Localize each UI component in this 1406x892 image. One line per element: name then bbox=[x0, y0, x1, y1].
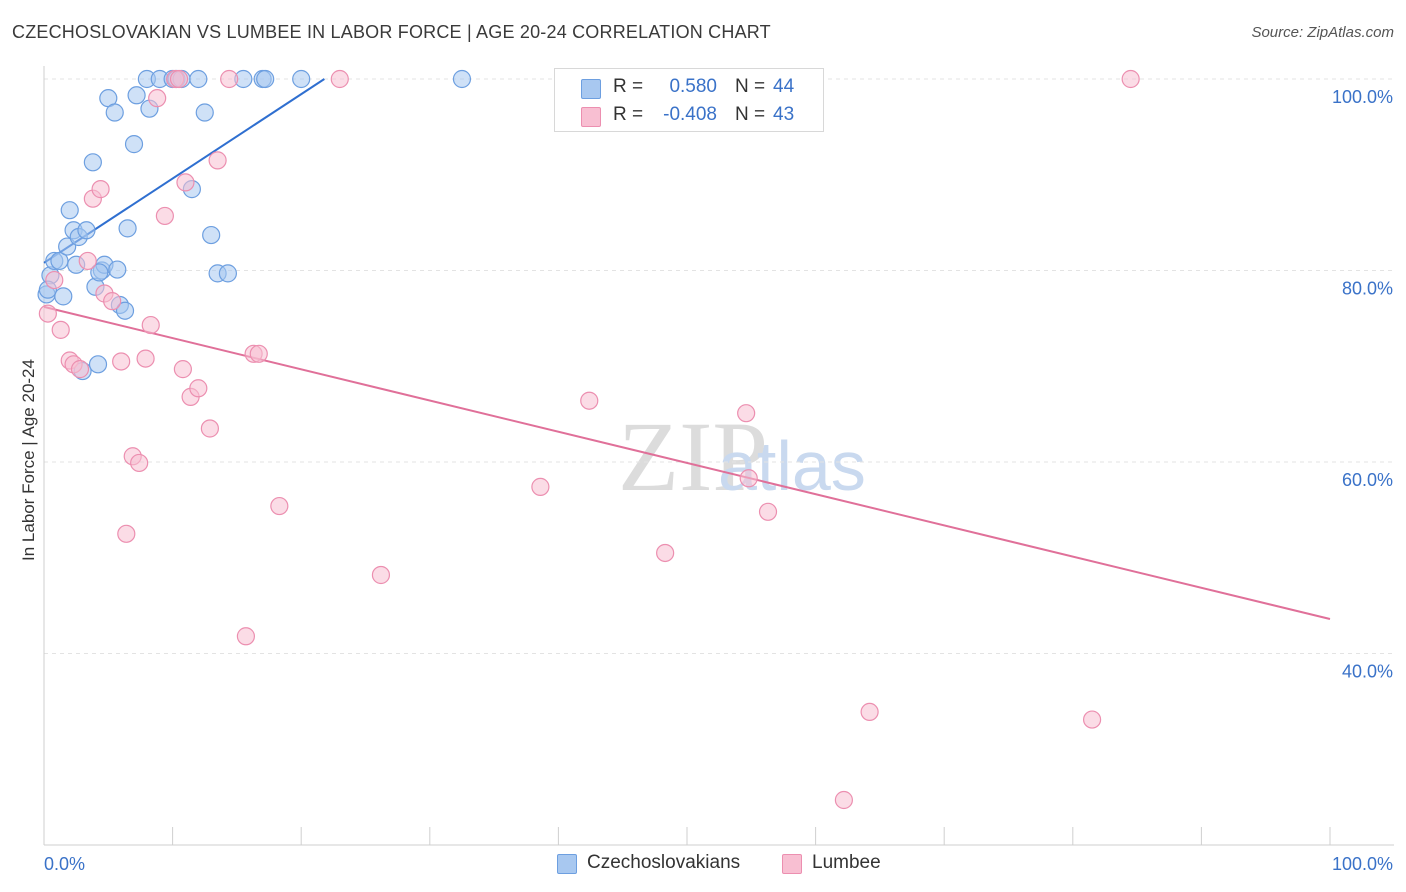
correlation-legend: R = 0.580 N = 44 R = -0.408 N = 43 bbox=[554, 68, 824, 132]
y-tick-label: 40.0% bbox=[1342, 662, 1393, 682]
czechoslovakian-point bbox=[90, 263, 109, 282]
czechoslovakian-point bbox=[108, 260, 127, 279]
lumbee-point bbox=[78, 251, 97, 271]
czechoslovakian-point bbox=[54, 287, 73, 306]
legend-swatch-blue bbox=[581, 79, 601, 99]
czechoslovakian-point bbox=[452, 69, 472, 89]
lumbee-point bbox=[1082, 710, 1102, 729]
lumbee-point bbox=[117, 524, 136, 543]
legend-n-label: N = bbox=[735, 76, 766, 97]
lumbee-point bbox=[169, 69, 189, 89]
legend-n-label: N = bbox=[735, 104, 766, 125]
chart-title: CZECHOSLOVAKIAN VS LUMBEE IN LABOR FORCE… bbox=[12, 22, 771, 42]
lumbee-point bbox=[739, 469, 758, 488]
lumbee-point bbox=[141, 315, 160, 335]
bottom-legend-label: Czechoslovakians bbox=[587, 852, 741, 873]
lumbee-point bbox=[656, 543, 675, 563]
lumbee-point bbox=[330, 69, 349, 89]
lumbee-point bbox=[91, 180, 110, 199]
lumbee-point bbox=[136, 349, 155, 368]
lumbee-trendline bbox=[43, 305, 1331, 621]
lumbee-point bbox=[148, 89, 167, 108]
y-tick-label: 100.0% bbox=[1332, 87, 1393, 107]
lumbee-point bbox=[371, 565, 391, 585]
lumbee-point bbox=[834, 790, 853, 810]
lumbee-point bbox=[1121, 69, 1140, 89]
czechoslovakian-point bbox=[202, 225, 221, 245]
czechoslovakian-point bbox=[127, 86, 146, 105]
czechoslovakian-point bbox=[115, 301, 135, 320]
legend-swatch-pink bbox=[581, 107, 601, 127]
czechoslovakian-point bbox=[124, 135, 144, 154]
bottom-legend-swatch-pink bbox=[782, 854, 802, 874]
y-tick-label: 60.0% bbox=[1342, 470, 1393, 490]
bottom-legend-swatch-blue bbox=[557, 854, 577, 874]
lumbee-point bbox=[38, 304, 57, 323]
lumbee-point bbox=[758, 502, 778, 521]
lumbee-point bbox=[51, 320, 70, 339]
source-credit: Source: ZipAtlas.com bbox=[1251, 24, 1394, 41]
lumbee-point bbox=[270, 496, 289, 516]
legend-row-czechoslovakians: R = 0.580 N = 44 bbox=[555, 73, 823, 101]
lumbee-point bbox=[112, 352, 131, 371]
lumbee-point bbox=[189, 379, 208, 398]
lumbee-point bbox=[531, 477, 550, 496]
czechoslovakian-point bbox=[105, 103, 124, 122]
lumbee-point bbox=[200, 419, 219, 438]
lumbee-point bbox=[860, 702, 879, 722]
czechoslovakian-point bbox=[218, 264, 237, 283]
lumbee-point bbox=[176, 173, 195, 192]
czechoslovakian-point bbox=[60, 201, 79, 220]
lumbee-point bbox=[208, 151, 227, 170]
x-tick-label: 100.0% bbox=[1332, 854, 1393, 874]
y-axis-label: In Labor Force | Age 20-24 bbox=[19, 359, 38, 561]
legend-r-label: R = bbox=[613, 76, 644, 97]
czechoslovakian-point bbox=[292, 69, 311, 89]
lumbee-point bbox=[580, 391, 599, 410]
bottom-legend-label: Lumbee bbox=[812, 852, 881, 873]
y-tick-label: 80.0% bbox=[1342, 279, 1393, 299]
x-tick-label: 0.0% bbox=[44, 854, 85, 874]
legend-r-value: -0.408 bbox=[663, 104, 717, 125]
lumbee-point bbox=[220, 69, 239, 89]
czechoslovakian-point bbox=[195, 103, 214, 122]
legend-r-label: R = bbox=[613, 104, 644, 125]
legend-row-lumbee: R = -0.408 N = 43 bbox=[555, 101, 823, 129]
legend-n-value: 44 bbox=[773, 76, 795, 97]
czechoslovakian-point bbox=[88, 355, 108, 374]
lumbee-point bbox=[70, 360, 90, 379]
czechoslovakian-point bbox=[83, 153, 102, 172]
legend-r-value: 0.580 bbox=[669, 76, 717, 97]
lumbee-point bbox=[173, 360, 192, 379]
czechoslovakian-point bbox=[77, 221, 96, 240]
czechoslovakian-point bbox=[189, 69, 208, 89]
legend-n-value: 43 bbox=[773, 104, 795, 125]
lumbee-point bbox=[737, 404, 756, 423]
lumbee-point bbox=[155, 206, 174, 226]
lumbee-point bbox=[236, 627, 256, 646]
czechoslovakian-point bbox=[118, 219, 137, 238]
lumbee-point bbox=[249, 344, 268, 363]
lumbee-point bbox=[130, 453, 149, 473]
lumbee-point bbox=[45, 270, 64, 290]
lumbee-point bbox=[103, 292, 122, 311]
watermark-atlas: atlas bbox=[718, 427, 866, 505]
czechoslovakian-point bbox=[256, 69, 275, 89]
